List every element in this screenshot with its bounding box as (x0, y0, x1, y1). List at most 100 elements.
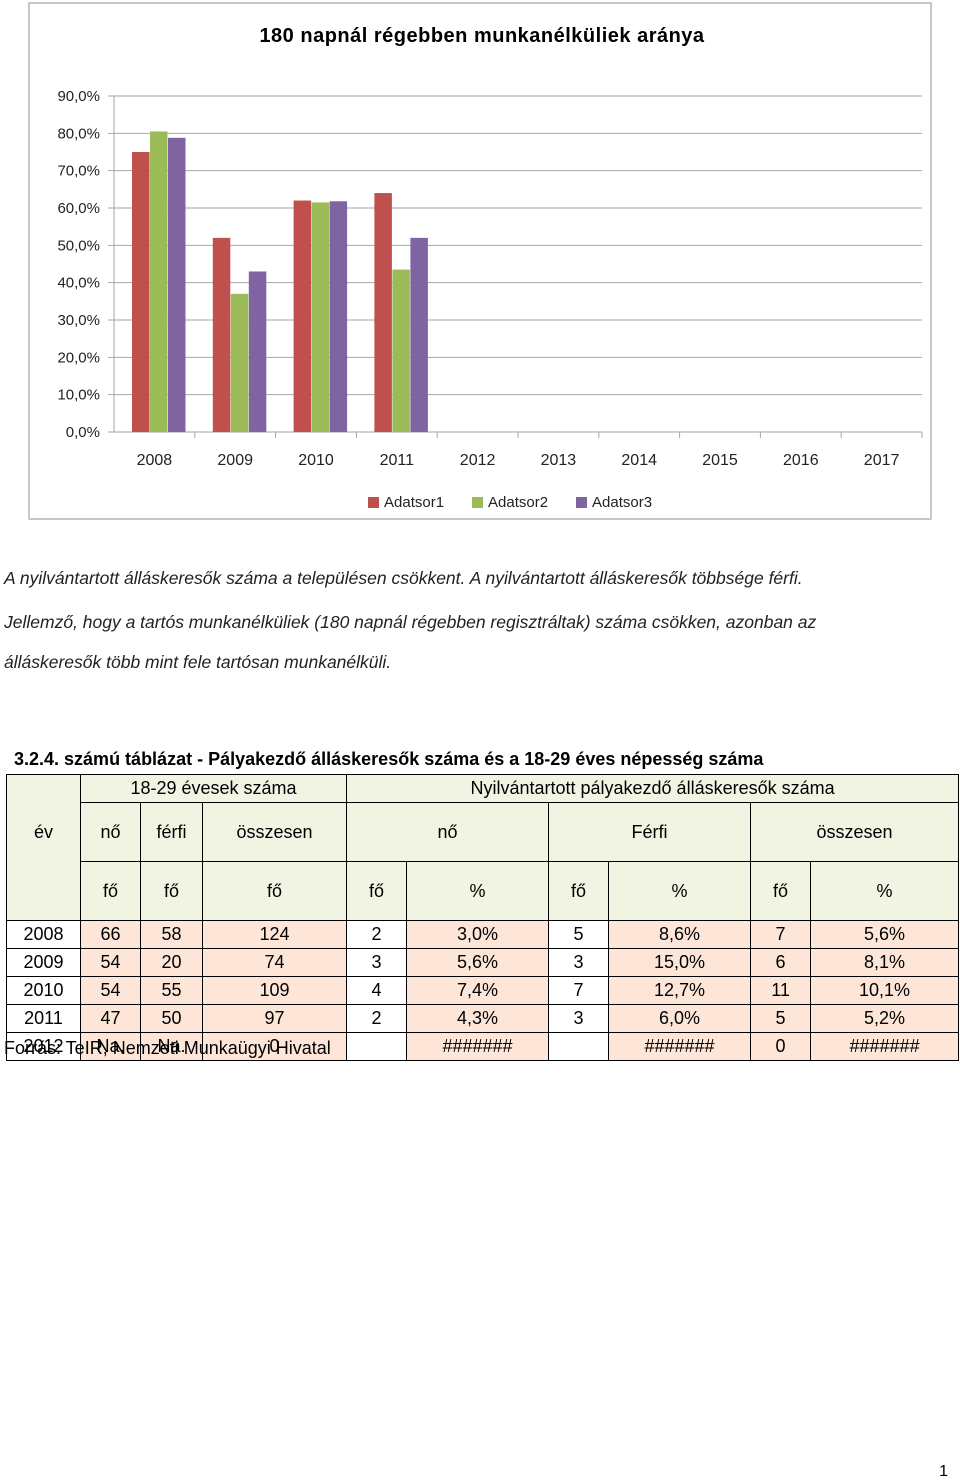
y-tick-label: 80,0% (57, 125, 100, 142)
bar-adatsor1-2008 (132, 152, 150, 432)
y-tick-label: 10,0% (57, 387, 100, 404)
year-cell: 2012 (6, 1032, 81, 1061)
unit-cell: fő (548, 861, 610, 921)
value-cell: 97 (201, 1004, 348, 1033)
chart-title: 180 napnál régebben munkanélküliek arány… (259, 25, 704, 47)
bar-adatsor1-2010 (293, 200, 312, 432)
year-cell: 2009 (6, 948, 81, 977)
header-osszesen-2: összesen (750, 802, 960, 862)
bar-chart: 180 napnál régebben munkanélküliek arány… (57, 25, 923, 511)
value-cell: ####### (608, 1032, 752, 1061)
paragraph-line-2: Jellemző, hogy a tartós munkanélküliek (… (4, 612, 817, 632)
unit-cell: % (810, 861, 960, 921)
unit-cell: fő (140, 861, 203, 921)
x-tick-label: 2014 (621, 452, 657, 469)
table-row: 2008 66 58 124 2 3,0% 5 8,6% 7 5,6% (6, 920, 960, 949)
value-cell (548, 1032, 610, 1061)
header-osszesen: összesen (201, 802, 348, 862)
value-cell: Na. (80, 1032, 141, 1061)
value-cell: 6,0% (608, 1004, 752, 1033)
header-ferfi: férfi (140, 802, 203, 862)
bar-adatsor3-2009 (248, 271, 267, 432)
value-cell: 8,6% (608, 920, 752, 949)
header-ev: év (6, 802, 81, 862)
header-no: nő (80, 802, 141, 862)
chart-legend: Adatsor1 Adatsor2 Adatsor3 (368, 494, 652, 511)
value-cell: 7 (548, 976, 610, 1005)
table-row: 2009 54 20 74 3 5,6% 3 15,0% 6 8,1% (6, 948, 960, 977)
paragraph-line-1: A nyilvántartott álláskeresők száma a te… (4, 568, 803, 588)
unit-cell: fő (201, 861, 348, 921)
page-number: 1 (939, 1463, 948, 1480)
y-tick-label: 0,0% (66, 424, 100, 441)
value-cell: 55 (140, 976, 203, 1005)
bar-adatsor3-2011 (410, 237, 428, 432)
value-cell: 50 (140, 1004, 203, 1033)
legend-swatch (472, 497, 483, 508)
value-cell: Na. (140, 1032, 203, 1061)
x-tick-label: 2008 (137, 452, 173, 469)
header-no-2: nő (346, 802, 550, 862)
year-cell: 2008 (6, 920, 81, 949)
unit-cell: % (608, 861, 752, 921)
legend-swatch (368, 497, 379, 508)
value-cell: 11 (750, 976, 812, 1005)
header-group-palyakezdo: Nyilvántartott pályakezdő álláskeresők s… (346, 774, 960, 803)
y-tick-label: 40,0% (57, 275, 100, 292)
bar-adatsor3-2008 (168, 137, 186, 432)
value-cell: 54 (80, 948, 141, 977)
table-row: 2011 47 50 97 2 4,3% 3 6,0% 5 5,2% (6, 1004, 960, 1033)
unit-cell: fő (750, 861, 812, 921)
table-title: 3.2.4. számú táblázat - Pályakezdő állás… (14, 749, 764, 769)
x-tick-label: 2015 (702, 452, 738, 469)
legend-label: Adatsor3 (592, 494, 652, 511)
value-cell: 10,1% (810, 976, 960, 1005)
unit-cell: fő (346, 861, 408, 921)
unit-cell: fő (80, 861, 141, 921)
value-cell: 15,0% (608, 948, 752, 977)
source-note: Forrás: TeIR, Nemzeti Munkaügyi Hivatal (4, 1038, 331, 1058)
bar-adatsor1-2011 (374, 193, 392, 432)
value-cell: 0 (750, 1032, 812, 1061)
value-cell: 5 (750, 1004, 812, 1033)
header-group-1829: 18-29 évesek száma (79, 774, 348, 803)
value-cell: 58 (140, 920, 203, 949)
y-tick-label: 50,0% (57, 237, 100, 254)
year-cell: 2010 (6, 976, 81, 1005)
value-cell: 6 (750, 948, 812, 977)
unit-cell: % (406, 861, 550, 921)
legend-label: Adatsor2 (488, 494, 548, 511)
value-cell: 3 (346, 948, 408, 977)
value-cell: 54 (80, 976, 141, 1005)
unit-blank (6, 861, 81, 921)
value-cell: 5 (548, 920, 610, 949)
table-row: 2012 Na. Na. 0 ####### ####### 0 ####### (6, 1032, 960, 1061)
value-cell: 3 (548, 1004, 610, 1033)
value-cell: 109 (201, 976, 348, 1005)
paragraph-line-3: álláskeresők több mint fele tartósan mun… (4, 652, 392, 672)
value-cell: 2 (346, 920, 408, 949)
bar-adatsor3-2010 (329, 201, 348, 432)
value-cell: 5,6% (406, 948, 550, 977)
x-tick-label: 2009 (217, 452, 253, 469)
legend-swatch (576, 497, 587, 508)
y-tick-label: 90,0% (57, 88, 100, 105)
x-tick-label: 2017 (864, 452, 900, 469)
value-cell: 7 (750, 920, 812, 949)
value-cell: 124 (201, 920, 348, 949)
value-cell: 66 (80, 920, 141, 949)
value-cell: 74 (201, 948, 348, 977)
value-cell: 5,6% (810, 920, 960, 949)
bar-adatsor2-2010 (311, 202, 330, 432)
bar-adatsor2-2011 (392, 269, 410, 432)
y-tick-label: 70,0% (57, 163, 100, 180)
year-cell: 2011 (6, 1004, 81, 1033)
value-cell: 7,4% (406, 976, 550, 1005)
bar-adatsor2-2008 (150, 131, 168, 432)
bar-adatsor1-2009 (212, 237, 231, 432)
bar-adatsor2-2009 (230, 293, 249, 432)
x-tick-label: 2016 (783, 452, 819, 469)
x-tick-label: 2011 (380, 452, 415, 469)
value-cell: 12,7% (608, 976, 752, 1005)
x-tick-label: 2012 (460, 452, 496, 469)
